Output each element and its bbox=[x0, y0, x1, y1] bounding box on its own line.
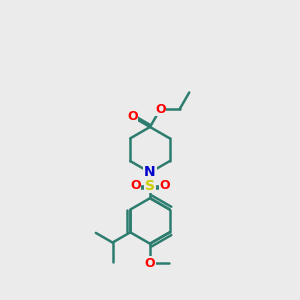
Text: O: O bbox=[130, 179, 141, 192]
Text: O: O bbox=[127, 110, 138, 123]
Text: O: O bbox=[159, 179, 170, 192]
Text: O: O bbox=[145, 256, 155, 269]
Text: N: N bbox=[144, 166, 156, 179]
Text: S: S bbox=[145, 179, 155, 193]
Text: O: O bbox=[155, 103, 166, 116]
